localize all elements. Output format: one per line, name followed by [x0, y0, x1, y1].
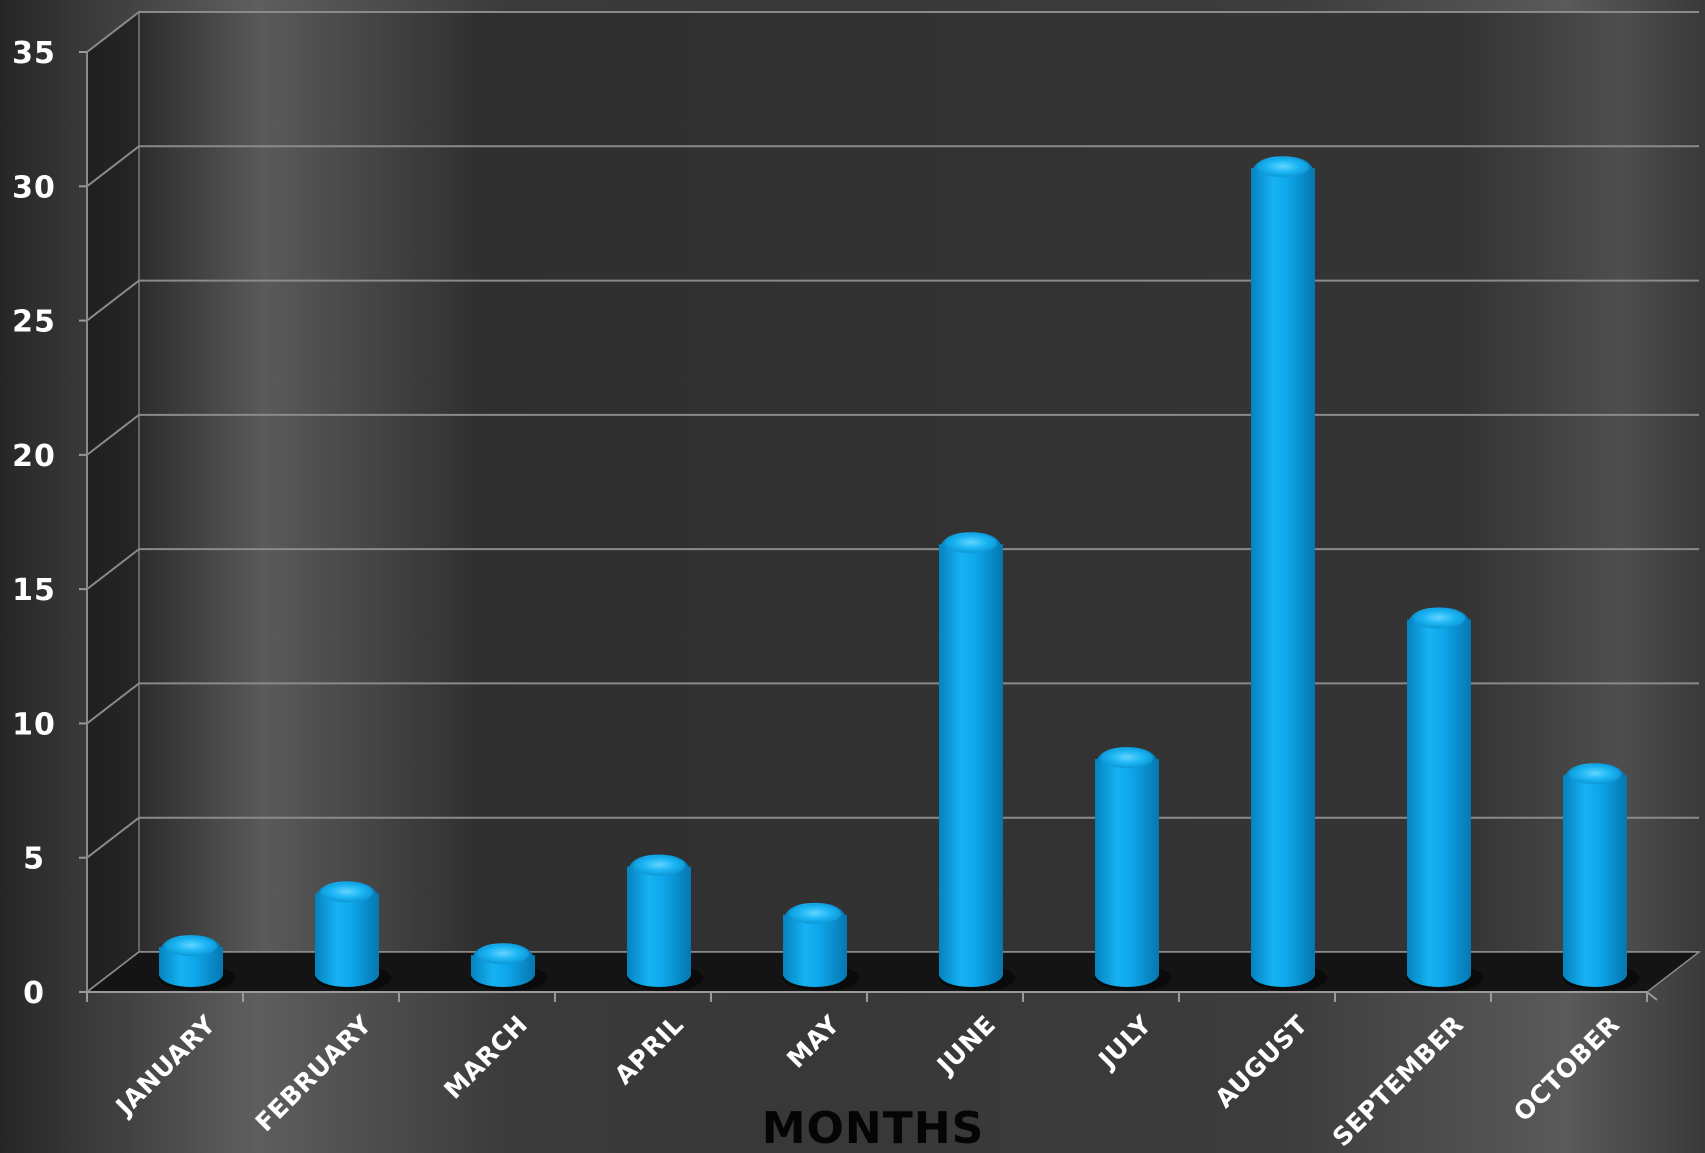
- gridline: [86, 145, 1699, 188]
- bar-cap: [321, 882, 373, 903]
- y-tick-label: 5: [23, 842, 45, 877]
- y-axis-ticks: 0 5 10 15 20 25 30 35: [12, 36, 56, 1011]
- bar-cap: [633, 855, 685, 876]
- bar-cap: [789, 903, 841, 924]
- bar-cap: [1569, 764, 1621, 785]
- bar-body: [1095, 759, 1159, 987]
- y-tick-label: 30: [12, 170, 56, 205]
- bar: [939, 532, 1015, 991]
- bar-cap: [945, 533, 997, 554]
- bar-body: [1407, 619, 1471, 987]
- y-tick-label: 0: [23, 976, 45, 1011]
- bar: [783, 902, 859, 991]
- bar: [1095, 747, 1171, 991]
- bar-body: [1251, 168, 1315, 988]
- gridline: [86, 279, 1699, 322]
- bars: [159, 156, 1639, 991]
- bar-cap: [1257, 157, 1309, 178]
- y-tick-label: 10: [12, 707, 56, 742]
- bar-cap: [1413, 608, 1465, 629]
- gridline: [86, 682, 1699, 725]
- x-axis-end-tick: [1646, 991, 1658, 1001]
- bar-body: [315, 893, 379, 987]
- bar: [1563, 763, 1639, 991]
- bar-body: [1563, 775, 1627, 987]
- gridline: [86, 413, 1699, 456]
- gridlines: [79, 11, 1699, 993]
- bar: [627, 854, 703, 991]
- y-tick-label: 35: [12, 36, 56, 71]
- x-axis-title: MONTHS: [762, 1103, 985, 1153]
- y-tick-label: 20: [12, 439, 56, 474]
- bar-body: [939, 544, 1003, 987]
- bar-body: [627, 866, 691, 987]
- bar: [159, 935, 235, 991]
- y-tick-label: 15: [12, 573, 56, 608]
- bar-cap: [165, 936, 217, 957]
- y-tick-label: 25: [12, 305, 56, 340]
- bar: [315, 881, 391, 991]
- bar: [471, 943, 547, 991]
- gridline: [86, 548, 1699, 590]
- bar: [1407, 607, 1483, 991]
- bar-cap: [477, 944, 529, 965]
- gridline: [86, 816, 1699, 859]
- gridline: [86, 11, 1699, 53]
- bar-body: [783, 914, 847, 987]
- side-wall: [86, 10, 140, 994]
- bar: [1251, 156, 1327, 991]
- bar-cap: [1101, 748, 1153, 769]
